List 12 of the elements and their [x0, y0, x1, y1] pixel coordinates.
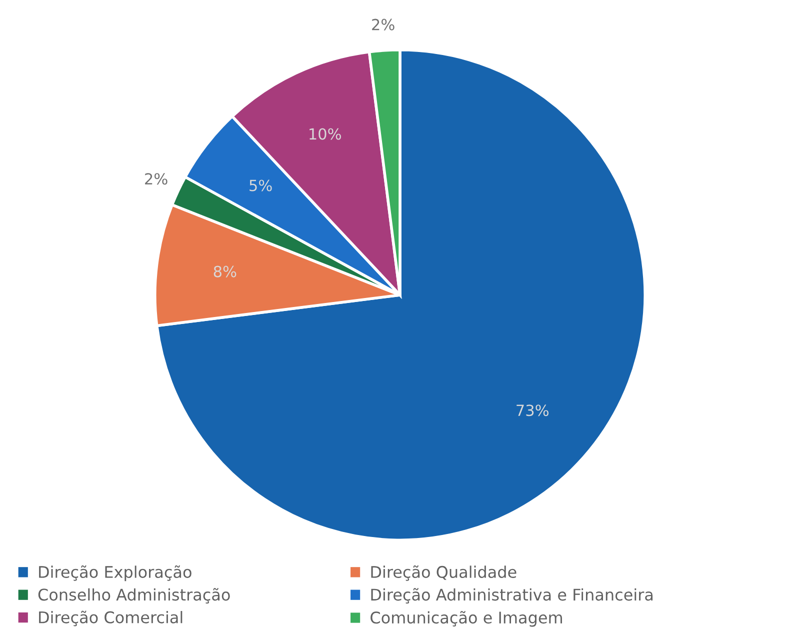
data-label: 2%	[145, 173, 168, 185]
legend-label: Conselho Administração	[38, 588, 230, 604]
data-label: 5%	[250, 180, 272, 192]
data-label: 73%	[516, 404, 549, 416]
legend-label: Direção Qualidade	[371, 565, 516, 581]
legend-label: Direção Comercial	[39, 610, 182, 626]
legend-label: Direção Exploração	[39, 565, 192, 582]
data-label: 10%	[310, 128, 341, 140]
legend-label: Direção Administrativa e Financeira	[371, 588, 653, 604]
legend-label: Comunicação e Imagem	[370, 610, 562, 627]
data-label: 2%	[372, 18, 394, 30]
data-label: 8%	[214, 266, 236, 278]
